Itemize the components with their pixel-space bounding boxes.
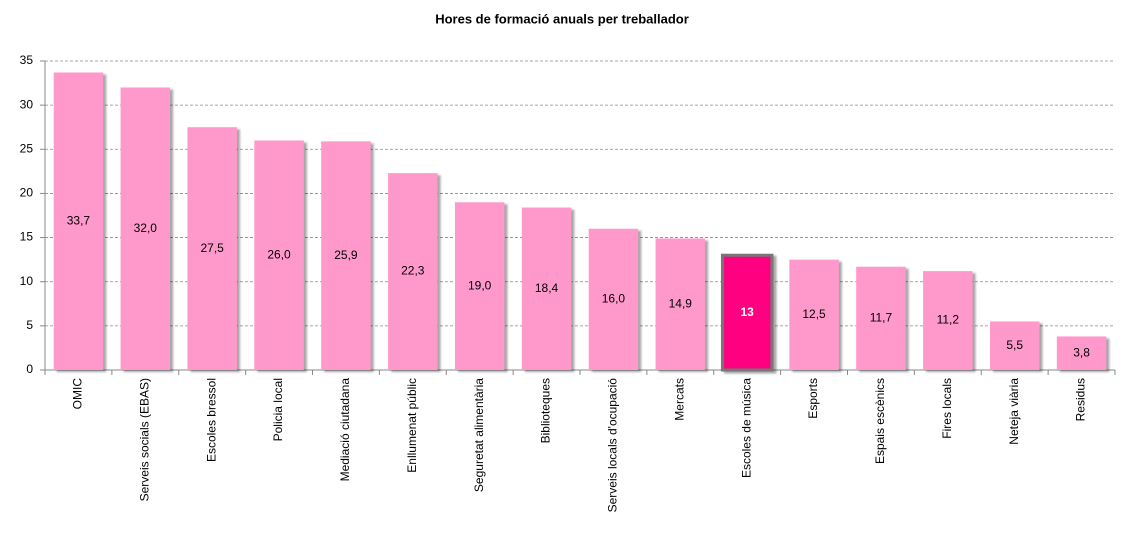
y-tick-label: 5 (26, 318, 33, 332)
x-tick-label: Neteja viària (1007, 378, 1021, 445)
x-tick-label: Fires locals (940, 378, 954, 439)
value-label: 26,0 (267, 247, 291, 261)
bar (388, 173, 438, 370)
x-tick-label: Seguretat alimentària (472, 378, 486, 492)
bar (321, 141, 371, 370)
bar (588, 228, 639, 370)
y-tick-label: 15 (20, 230, 34, 244)
bar (720, 253, 774, 372)
x-tick-label: Escoles de música (739, 378, 753, 478)
value-label: 32,0 (134, 221, 158, 235)
y-tick-label: 25 (20, 141, 34, 155)
x-tick-label: Escoles bressol (204, 378, 218, 462)
value-label: 14,9 (669, 296, 693, 310)
value-label: 19,0 (468, 278, 492, 292)
y-tick-label: 20 (20, 186, 34, 200)
bar (454, 202, 505, 370)
x-tick-label: Espais escènics (873, 378, 887, 464)
x-tick-label: Mediació ciutadana (338, 378, 352, 482)
bar (254, 140, 304, 370)
y-tick-label: 0 (26, 362, 33, 376)
value-label: 27,5 (201, 241, 225, 255)
value-label: 13 (741, 305, 755, 319)
y-tick-label: 10 (20, 274, 34, 288)
value-label: 18,4 (535, 281, 559, 295)
chart-title: Hores de formació anuals per treballador (435, 11, 689, 26)
value-label: 25,9 (334, 248, 358, 262)
value-label: 11,7 (870, 311, 893, 325)
value-label: 22,3 (401, 264, 425, 278)
value-label: 11,2 (937, 313, 960, 327)
x-tick-label: Serveis locals d'ocupació (606, 378, 620, 513)
bar (923, 271, 973, 370)
x-tick-label: Residus (1074, 378, 1088, 421)
value-label: 5,5 (1006, 338, 1023, 352)
bar (856, 266, 906, 370)
value-label: 12,5 (802, 307, 826, 321)
x-tick-label: Esports (806, 378, 820, 419)
bar (1056, 336, 1107, 370)
bar (521, 207, 572, 370)
bar (187, 127, 237, 370)
x-tick-label: Biblioteques (539, 378, 553, 443)
x-tick-label: OMIC (71, 378, 85, 410)
bar (789, 259, 839, 370)
y-tick-label: 35 (20, 53, 34, 67)
x-tick-label: Serveis socials (EBAS) (137, 378, 151, 501)
bar (120, 87, 171, 370)
value-label: 16,0 (602, 292, 626, 306)
value-label: 3,8 (1073, 345, 1090, 359)
bar (53, 72, 104, 370)
x-tick-label: Enllumenat públic (405, 378, 419, 473)
y-tick-label: 30 (20, 97, 34, 111)
x-tick-label: Policia local (271, 378, 285, 441)
value-label: 33,7 (67, 213, 91, 227)
x-tick-label: Mercats (672, 378, 686, 421)
bar (655, 238, 706, 370)
bar (989, 321, 1040, 370)
